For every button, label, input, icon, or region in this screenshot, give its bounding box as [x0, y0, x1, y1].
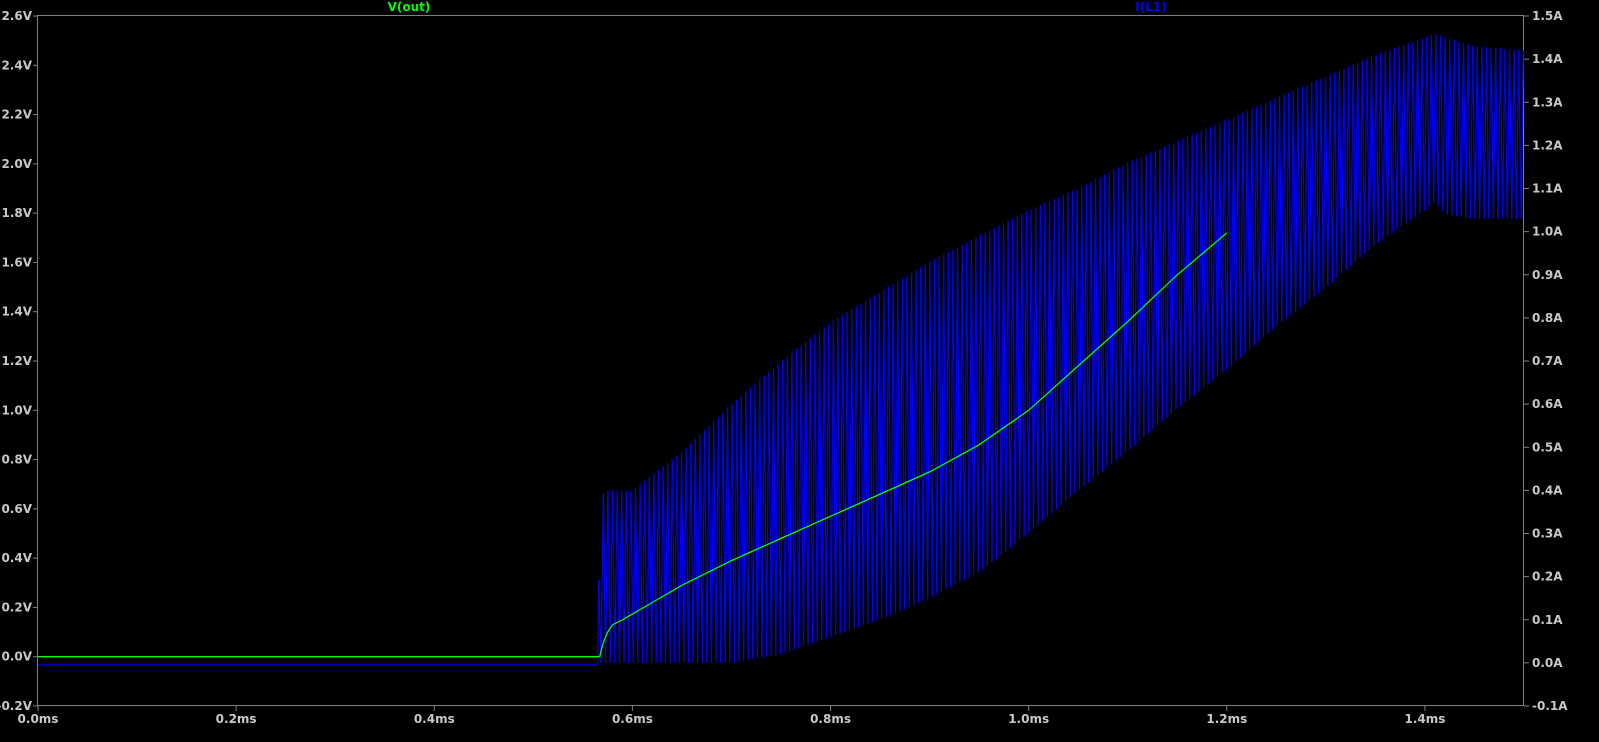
left-axis-tick-label: 0.8V — [1, 453, 32, 467]
series-layer — [38, 33, 1524, 666]
right-axis-tick-label: 0.3A — [1532, 527, 1563, 541]
right-axis-tick-label: 0.8A — [1532, 311, 1563, 325]
left-axis-tick-label: 0.2V — [1, 600, 32, 614]
left-axis: -0.2V 0.0V 0.2V 0.4V 0.6V 0.8V 1.0V 1.2V 1.4V 1.6… — [0, 9, 38, 713]
left-axis-tick-label: 2.2V — [1, 108, 32, 122]
right-axis-tick-label: 0.7A — [1532, 354, 1563, 368]
left-axis-tick-label: 1.0V — [1, 403, 32, 417]
right-axis-tick-label: 1.3A — [1532, 95, 1563, 109]
x-axis-tick-label: 0.0ms — [18, 712, 59, 726]
left-axis-tick-label: -0.2V — [0, 699, 33, 713]
right-axis-tick-label: 1.2A — [1532, 138, 1563, 152]
left-axis-tick-label: 2.0V — [1, 157, 32, 171]
left-axis-tick-label: 1.6V — [1, 255, 32, 269]
right-axis: -0.1A 0.0A 0.1A 0.2A 0.3A 0.4A 0.5A 0.6A 0.7A 0.8… — [1524, 9, 1568, 713]
x-axis-tick-label: 1.2ms — [1206, 712, 1247, 726]
right-axis-tick-label: 0.5A — [1532, 440, 1563, 454]
bottom-axis: 0.0ms 0.2ms 0.4ms 0.6ms 0.8ms 1.0ms 1.2ms 1.4ms — [18, 706, 1445, 726]
x-axis-tick-label: 0.4ms — [414, 712, 455, 726]
x-axis-tick-label: 0.6ms — [612, 712, 653, 726]
x-axis-tick-label: 0.8ms — [810, 712, 851, 726]
trace-labels: V(out) I(L1) — [388, 0, 1167, 14]
left-axis-tick-label: 1.2V — [1, 354, 32, 368]
series-v-out-line — [38, 232, 1228, 658]
right-axis-tick-label: 0.4A — [1532, 483, 1563, 497]
right-axis-tick-label: 1.0A — [1532, 225, 1563, 239]
right-axis-tick-label: 1.5A — [1532, 9, 1563, 23]
trace-label-i-l1[interactable]: I(L1) — [1135, 0, 1166, 14]
x-axis-tick-label: 1.4ms — [1404, 712, 1445, 726]
right-axis-tick-label: 1.4A — [1532, 52, 1563, 66]
left-axis-tick-label: 0.4V — [1, 551, 32, 565]
left-axis-tick-label: 2.4V — [1, 58, 32, 72]
series-i-l1-line — [38, 33, 1524, 666]
x-axis-tick-label: 0.2ms — [216, 712, 257, 726]
right-axis-tick-label: 0.9A — [1532, 268, 1563, 282]
trace-label-v-out[interactable]: V(out) — [388, 0, 431, 14]
right-axis-tick-label: -0.1A — [1532, 699, 1568, 713]
right-axis-tick-label: 0.6A — [1532, 397, 1563, 411]
right-axis-tick-label: 0.0A — [1532, 656, 1563, 670]
left-axis-tick-label: 2.6V — [1, 9, 32, 23]
right-axis-tick-label: 0.2A — [1532, 570, 1563, 584]
left-axis-tick-label: 1.8V — [1, 206, 32, 220]
right-axis-tick-label: 1.1A — [1532, 182, 1563, 196]
right-axis-tick-label: 0.1A — [1532, 613, 1563, 627]
left-axis-tick-label: 1.4V — [1, 305, 32, 319]
left-axis-tick-label: 0.6V — [1, 502, 32, 516]
left-axis-tick-label: 0.0V — [1, 650, 32, 664]
x-axis-tick-label: 1.0ms — [1008, 712, 1049, 726]
